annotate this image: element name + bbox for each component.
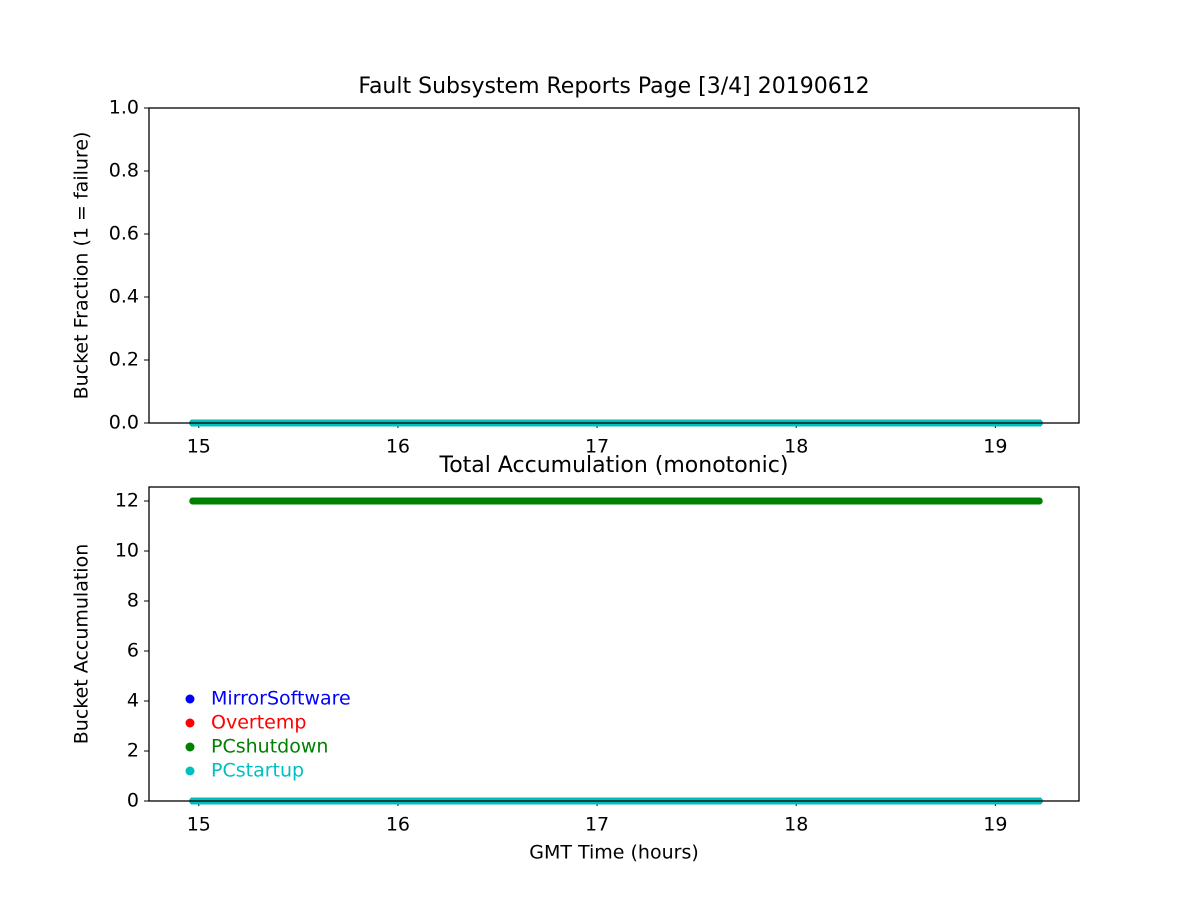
y-tick-label: 0.8 xyxy=(109,160,139,182)
legend-label: MirrorSoftware xyxy=(211,688,351,710)
y-tick-label: 8 xyxy=(127,590,139,612)
y-tick-label: 10 xyxy=(115,540,139,562)
point xyxy=(358,497,366,505)
point xyxy=(595,497,603,505)
plot-frame xyxy=(148,107,1080,424)
point xyxy=(392,497,400,505)
x-tick-label: 17 xyxy=(585,814,609,836)
legend-marker xyxy=(185,766,195,776)
point xyxy=(900,497,908,505)
x-tick-label: 19 xyxy=(983,814,1007,836)
point xyxy=(697,497,705,505)
point xyxy=(798,497,806,505)
x-tick-label: 15 xyxy=(187,814,211,836)
chart-title: Total Accumulation (monotonic) xyxy=(439,453,789,478)
y-axis-label: Bucket Fraction (1 = failure) xyxy=(71,132,93,400)
x-tick-label: 16 xyxy=(386,814,410,836)
y-tick-label: 0 xyxy=(127,790,139,812)
legend-marker xyxy=(185,718,195,728)
point xyxy=(494,497,502,505)
x-tick-label: 15 xyxy=(187,436,211,458)
y-tick-label: 0.6 xyxy=(109,223,139,245)
y-tick-label: 4 xyxy=(127,690,139,712)
point xyxy=(866,497,874,505)
legend-label: PCstartup xyxy=(211,760,304,782)
y-axis-label: Bucket Accumulation xyxy=(71,544,93,745)
point xyxy=(223,497,231,505)
point xyxy=(527,497,535,505)
x-tick-label: 19 xyxy=(983,436,1007,458)
legend-marker xyxy=(185,694,195,704)
legend-label: PCshutdown xyxy=(211,736,328,758)
point xyxy=(832,497,840,505)
point xyxy=(561,497,569,505)
legend-label: Overtemp xyxy=(211,712,306,734)
x-tick-label: 18 xyxy=(784,814,808,836)
y-tick-label: 0.0 xyxy=(109,412,139,434)
point xyxy=(1035,497,1043,505)
plot-frame xyxy=(148,486,1080,802)
point xyxy=(934,497,942,505)
y-tick-label: 0.4 xyxy=(109,286,139,308)
point xyxy=(257,497,265,505)
y-tick-label: 1.0 xyxy=(109,97,139,119)
point xyxy=(324,497,332,505)
legend-marker xyxy=(185,742,195,752)
y-tick-label: 0.2 xyxy=(109,349,139,371)
point xyxy=(663,497,671,505)
point xyxy=(629,497,637,505)
point xyxy=(1001,497,1009,505)
y-tick-label: 6 xyxy=(127,640,139,662)
point xyxy=(290,497,298,505)
x-tick-label: 16 xyxy=(386,436,410,458)
x-tick-label: 18 xyxy=(784,436,808,458)
point xyxy=(426,497,434,505)
y-tick-label: 2 xyxy=(127,740,139,762)
point xyxy=(189,497,197,505)
point xyxy=(730,497,738,505)
x-tick-label: 17 xyxy=(585,436,609,458)
point xyxy=(764,497,772,505)
point xyxy=(460,497,468,505)
point xyxy=(967,497,975,505)
chart-title: Fault Subsystem Reports Page [3/4] 20190… xyxy=(358,74,869,99)
x-axis-label: GMT Time (hours) xyxy=(529,842,699,864)
y-tick-label: 12 xyxy=(115,490,139,512)
